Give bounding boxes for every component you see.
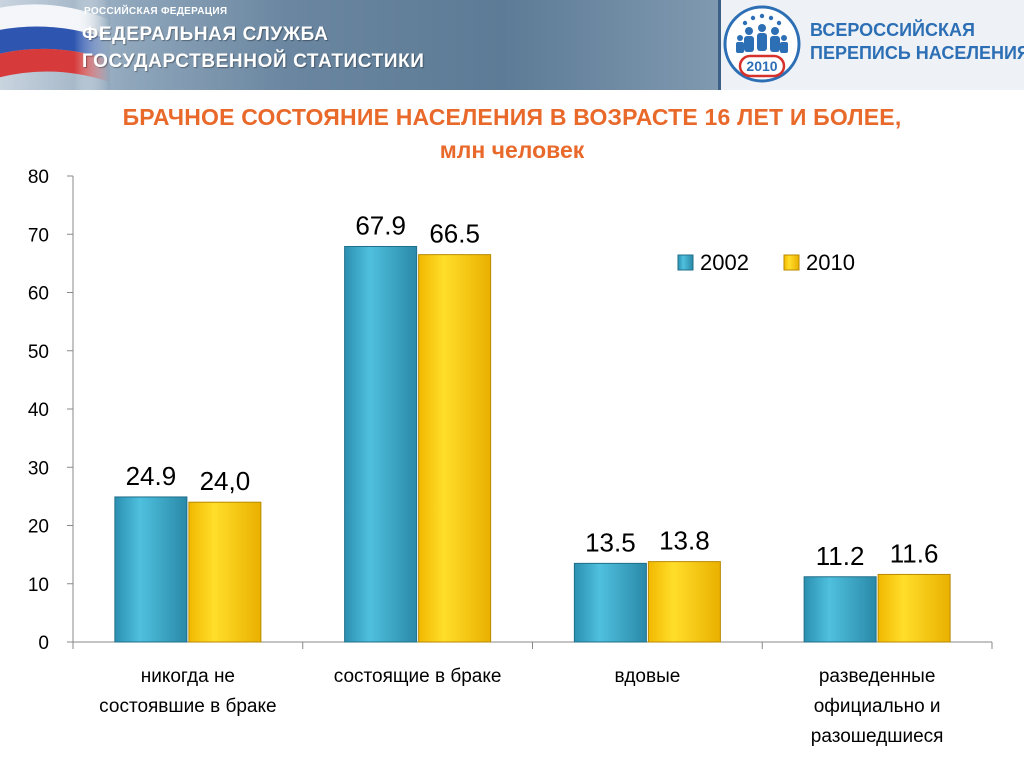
census-title-line2: ПЕРЕПИСЬ НАСЕЛЕНИЯ	[810, 43, 1024, 63]
category-label: официально и	[814, 696, 941, 717]
chart-labels: 24.9 24,0 никогда не состоявшие в браке 67.9…	[99, 210, 943, 747]
chart-subtitle: млн человек	[439, 137, 585, 163]
data-label-2002-1: 67.9	[355, 210, 406, 240]
data-label-2002-2: 13.5	[585, 527, 636, 557]
chart-title: БРАЧНОЕ СОСТОЯНИЕ НАСЕЛЕНИЯ В ВОЗРАСТЕ 1…	[122, 104, 902, 130]
bar-2010-3	[877, 573, 951, 643]
y-tick-label: 50	[28, 342, 49, 363]
category-label: состоящие в браке	[334, 666, 502, 687]
y-tick-label: 20	[28, 517, 49, 538]
census-logo-icon: 2010	[723, 5, 801, 83]
legend-swatch-2010	[783, 254, 800, 271]
category-label: разведенные	[819, 666, 936, 687]
y-tick-label: 0	[38, 633, 49, 654]
y-tick-label: 40	[28, 400, 49, 421]
census-year-label: 2010	[746, 58, 777, 74]
y-tick-label: 70	[28, 225, 49, 246]
legend-swatch-2002	[677, 254, 694, 271]
org-country-label: РОССИЙСКАЯ ФЕДЕРАЦИЯ	[84, 6, 228, 17]
y-tick-label: 80	[28, 167, 49, 188]
russian-flag-icon	[0, 0, 110, 90]
category-label: состоявшие в браке	[99, 696, 276, 717]
category-label: разошедшиеся	[811, 726, 944, 747]
y-tick-label: 30	[28, 458, 49, 479]
data-label-2010-0: 24,0	[200, 466, 251, 496]
bar-2002-0	[114, 496, 188, 643]
data-label-2010-3: 11.6	[890, 538, 939, 568]
category-label: вдовые	[614, 666, 680, 687]
bar-2010-1	[418, 254, 492, 643]
chart-bars	[114, 245, 951, 643]
data-label-2002-3: 11.2	[816, 541, 865, 571]
y-tick-label: 60	[28, 284, 49, 305]
bar-2010-0	[188, 501, 262, 643]
header-banner: РОССИЙСКАЯ ФЕДЕРАЦИЯ ФЕДЕРАЛЬНАЯ СЛУЖБА …	[0, 0, 1024, 90]
bar-2010-2	[647, 561, 721, 643]
chart-legend: 2002 2010	[677, 250, 855, 275]
legend-label-2002: 2002	[700, 250, 749, 275]
bar-2002-1	[344, 245, 418, 643]
legend-label-2010: 2010	[806, 250, 855, 275]
data-label-2010-1: 66.5	[429, 219, 480, 249]
org-name-line1: ФЕДЕРАЛЬНАЯ СЛУЖБА	[82, 24, 329, 45]
census-title-line1: ВСЕРОССИЙСКАЯ	[810, 20, 975, 40]
bar-chart: 0 10 20 30 40 50 60 70 80 24.9 24,0 никогда не сост…	[28, 167, 993, 747]
bar-2002-3	[803, 576, 877, 643]
org-name-line2: ГОСУДАРСТВЕННОЙ СТАТИСТИКИ	[82, 51, 425, 72]
bar-2002-2	[573, 562, 647, 643]
data-label-2002-0: 24.9	[126, 461, 177, 491]
y-tick-label: 10	[28, 575, 49, 596]
rosstat-banner: РОССИЙСКАЯ ФЕДЕРАЦИЯ ФЕДЕРАЛЬНАЯ СЛУЖБА …	[0, 0, 718, 90]
category-label: никогда не	[141, 666, 235, 687]
data-label-2010-2: 13.8	[659, 526, 710, 556]
